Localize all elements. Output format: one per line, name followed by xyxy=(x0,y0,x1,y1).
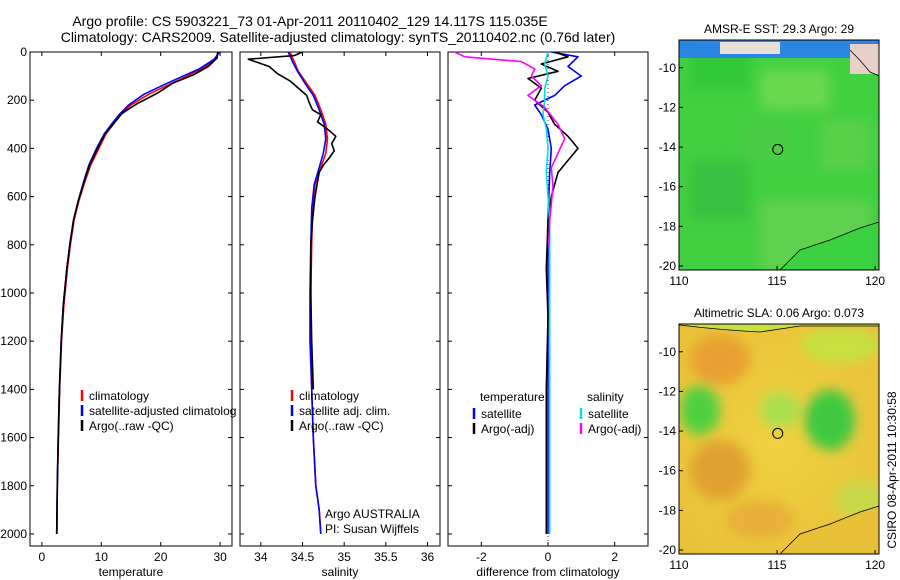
figure-title-line1: Argo profile: CS 5903221_73 01-Apr-2011 … xyxy=(72,13,547,29)
sst-profile-location-marker xyxy=(772,143,784,155)
depth-tick-label: 1600 xyxy=(0,431,27,445)
sst-map-ytick-label: -16 xyxy=(659,180,677,194)
salinity-profile-panel: 34 34.5 35 35.5 36 salinity climatologysatelli… xyxy=(239,51,441,579)
depth-tick-label: 600 xyxy=(7,190,27,204)
sla-map-xtick-label: 110 xyxy=(669,558,688,572)
sla-map-panel: Altimetric SLA: 0.06 Argo: 0.073 110 115 1… xyxy=(659,306,886,572)
sla-map-ytick-label: -20 xyxy=(659,543,677,557)
salinity-xtick-label: 34.5 xyxy=(291,550,315,564)
difference-legend-label: satellite xyxy=(481,407,522,421)
sst-map-ytick-label: -20 xyxy=(659,259,677,273)
difference-legend-label: Argo(-adj) xyxy=(481,422,534,436)
sla-map-xtick-label: 120 xyxy=(865,558,885,572)
temperature-legend-label: satellite-adjusted climatolog xyxy=(89,404,236,418)
temperature-profile-panel: 0 10 20 30 0 200 400 600 800 1000 1200 1400 1600 1800… xyxy=(0,45,236,579)
salinity-series-line xyxy=(247,51,337,390)
depth-tick-label: 200 xyxy=(7,93,27,107)
temperature-xtick-label: 20 xyxy=(154,550,168,564)
salinity-frame xyxy=(239,51,441,547)
sst-map-panel: AMSR-E SST: 29.3 Argo: 29 110 115 120 -10 -1… xyxy=(659,22,886,288)
sst-map-xtick-label: 110 xyxy=(669,274,688,288)
depth-tick-label: 800 xyxy=(7,238,27,252)
sst-map-xtick-label: 115 xyxy=(767,274,786,288)
temperature-xtick-label: 0 xyxy=(39,550,46,564)
salinity-legend-label: satellite adj. clim. xyxy=(299,404,390,418)
sla-profile-location-marker xyxy=(772,427,784,439)
depth-tick-label: 2000 xyxy=(0,527,27,541)
sla-map-ytick-label: -12 xyxy=(659,384,677,398)
salinity-annotation: Argo AUSTRALIA xyxy=(325,507,420,521)
salinity-annotation: PI: Susan Wijffels xyxy=(325,522,419,536)
sla-map-ytick-label: -18 xyxy=(659,503,677,517)
temperature-xlabel: temperature xyxy=(99,565,164,579)
sst-map-xtick-label: 120 xyxy=(865,274,885,288)
difference-xtick-label: 0 xyxy=(545,550,552,564)
salinity-xtick-label: 35 xyxy=(337,550,351,564)
difference-xtick-label: 2 xyxy=(611,550,618,564)
sla-map-ytick-label: -14 xyxy=(659,424,677,438)
depth-tick-label: 1400 xyxy=(0,382,27,396)
temperature-frame xyxy=(29,51,233,547)
temperature-legend-label: climatology xyxy=(89,389,149,403)
difference-xtick-label: -2 xyxy=(476,550,487,564)
depth-tick-label: 0 xyxy=(20,45,27,59)
difference-legend-heading: temperature xyxy=(480,390,545,404)
salinity-legend-label: Argo(..raw -QC) xyxy=(299,419,384,433)
depth-tick-label: 1200 xyxy=(0,334,27,348)
sla-map-frame xyxy=(678,323,880,555)
temperature-series-line xyxy=(55,51,221,535)
sla-map-title: Altimetric SLA: 0.06 Argo: 0.073 xyxy=(694,306,864,320)
difference-legend-label: Argo(-adj) xyxy=(588,422,641,436)
temperature-legend-label: Argo(..raw -QC) xyxy=(89,419,174,433)
difference-xlabel: difference from climatology xyxy=(476,565,619,579)
salinity-xtick-label: 34 xyxy=(254,550,268,564)
temperature-series-line xyxy=(56,51,220,535)
sst-map-ytick-label: -12 xyxy=(659,100,677,114)
temperature-series-line xyxy=(55,51,219,535)
sst-map-ytick-label: -14 xyxy=(659,140,677,154)
difference-series-line xyxy=(527,51,579,534)
sst-map-image xyxy=(679,40,879,270)
depth-tick-label: 1000 xyxy=(0,286,27,300)
sst-map-title: AMSR-E SST: 29.3 Argo: 29 xyxy=(704,22,854,36)
sst-map-ytick-label: -10 xyxy=(659,61,677,75)
sla-map-xtick-label: 115 xyxy=(767,558,786,572)
salinity-series-line xyxy=(287,51,327,535)
salinity-xtick-label: 35.5 xyxy=(374,550,398,564)
sla-map-ytick-label: -16 xyxy=(659,464,677,478)
depth-tick-label: 400 xyxy=(7,141,27,155)
footer-timestamp: CSIRO 08-Apr-2011 10:30:58 xyxy=(885,391,899,549)
difference-legend-label: satellite xyxy=(588,407,629,421)
temperature-xtick-label: 30 xyxy=(213,550,227,564)
salinity-xtick-label: 36 xyxy=(421,550,435,564)
sst-map-frame xyxy=(678,39,880,271)
difference-series-line xyxy=(542,51,551,534)
difference-legend-heading: salinity xyxy=(587,390,624,404)
temperature-xtick-label: 10 xyxy=(95,550,109,564)
salinity-xlabel: salinity xyxy=(322,565,359,579)
sst-map-ytick-label: -18 xyxy=(659,219,677,233)
difference-series-line xyxy=(454,51,566,245)
sla-map-image xyxy=(679,324,879,554)
salinity-legend-label: climatology xyxy=(299,389,359,403)
depth-tick-label: 1800 xyxy=(0,479,27,493)
sla-map-ytick-label: -10 xyxy=(659,345,677,359)
figure-title-line2: Climatology: CARS2009. Satellite-adjuste… xyxy=(61,29,616,45)
